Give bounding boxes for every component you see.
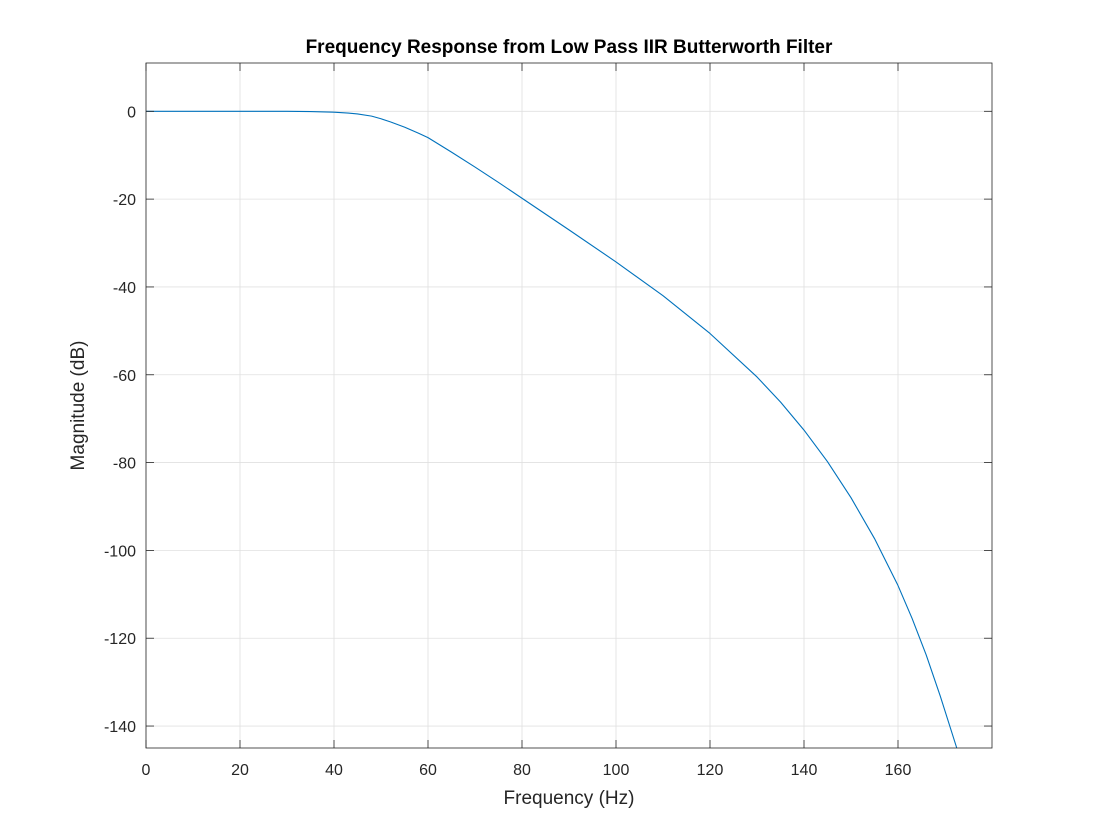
x-tick-label: 60 [419,762,437,779]
ticks: 0 20 40 60 80 100 120 140 160 0 -20 -40 -60 -80 -100 -1… [104,63,992,779]
series-layer [146,110,958,749]
y-tick-label: -120 [104,631,136,648]
y-axis-label: Magnitude (dB) [68,341,89,471]
x-axis-label: Frequency (Hz) [504,788,635,809]
x-tick-label: 80 [513,762,531,779]
x-tick-label: 120 [697,762,724,779]
x-tick-label: 160 [885,762,912,779]
series-line [146,110,958,749]
grid [145,63,992,748]
x-tick-label: 20 [231,762,249,779]
chart-title: Frequency Response from Low Pass IIR But… [306,37,833,58]
y-tick-label: -100 [104,543,136,560]
y-tick-label: -80 [113,456,136,473]
plot-area [146,63,992,748]
y-tick-label: -20 [113,192,136,209]
x-tick-label: 140 [791,762,818,779]
y-tick-label: -40 [113,280,136,297]
x-tick-label: 100 [603,762,630,779]
x-tick-label: 40 [325,762,343,779]
x-tick-label: 0 [142,762,151,779]
plot-border [145,62,993,749]
y-tick-label: -140 [104,719,136,736]
y-tick-label: -60 [113,368,136,385]
y-tick-label: 0 [127,104,136,121]
